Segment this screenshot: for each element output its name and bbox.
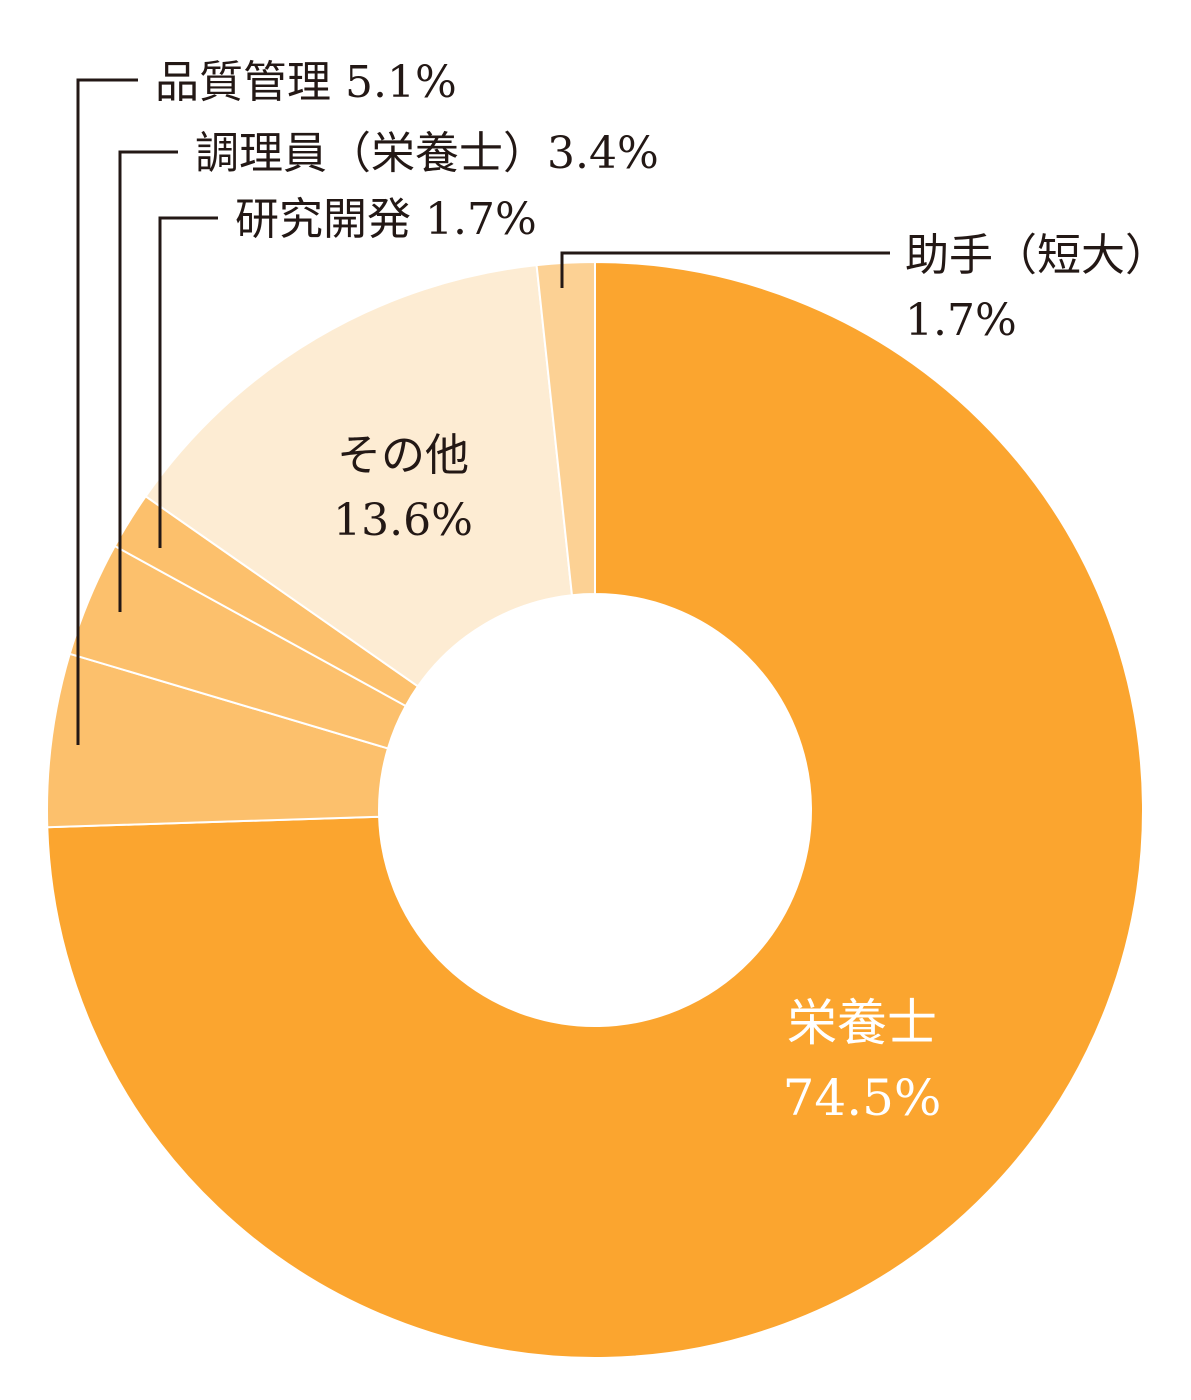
donut-slices	[46, 260, 1144, 1359]
label-eiyoushi-name: 栄養士	[787, 994, 937, 1052]
label-hinshitsu: 品質管理 5.1%	[155, 57, 457, 108]
label-sonota-name: その他	[337, 430, 469, 481]
leader-line-joshu	[560, 251, 890, 288]
slice-5	[535, 260, 596, 597]
label-chouriin: 調理員（栄養士）3.4%	[195, 128, 659, 179]
slice-0	[46, 260, 1144, 1359]
slice-4	[144, 264, 574, 688]
label-joshu-value: 1.7%	[905, 295, 1017, 346]
leader-line-chouriin	[118, 150, 178, 612]
label-sonota-value: 13.6%	[333, 495, 473, 546]
leader-line-kenkyu	[158, 216, 218, 548]
label-eiyoushi-value: 74.5%	[783, 1069, 942, 1127]
leader-line-hinshitsu	[76, 78, 138, 745]
label-joshu-name: 助手（短大）	[905, 230, 1169, 281]
label-kenkyu: 研究開発 1.7%	[235, 194, 537, 245]
